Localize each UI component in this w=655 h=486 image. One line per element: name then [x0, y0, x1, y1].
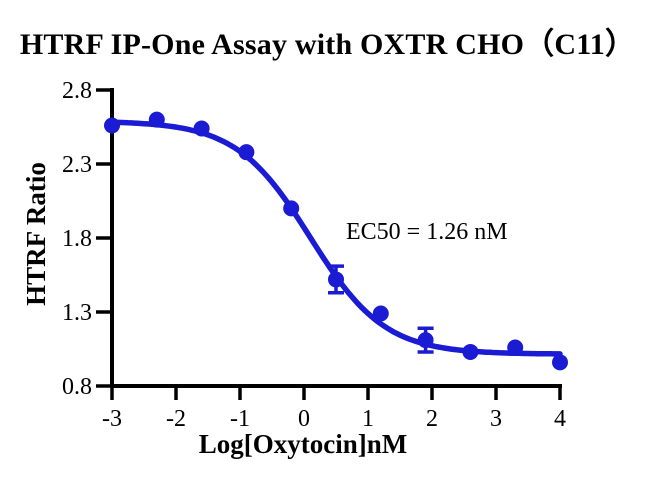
- data-point: [104, 117, 120, 134]
- y-tick-label: 0.8: [62, 374, 92, 400]
- data-point: [507, 339, 524, 356]
- data-point: [193, 120, 210, 137]
- data-point: [552, 354, 568, 371]
- data-point: [372, 305, 389, 322]
- y-tick-label: 2.8: [62, 78, 92, 104]
- data-point: [328, 271, 344, 288]
- x-axis-label: Log[Oxytocin]nM: [198, 429, 408, 459]
- x-tick-label: -2: [166, 406, 186, 432]
- axes: [110, 88, 562, 388]
- data-point: [238, 144, 255, 161]
- y-tick-label: 2.3: [62, 152, 92, 178]
- x-tick-label: -1: [230, 406, 250, 432]
- chart-title: HTRF IP-One Assay with OXTR CHO（C11）: [19, 28, 636, 61]
- x-tick-label: 4: [554, 406, 566, 432]
- y-tick-label: 1.8: [62, 226, 92, 252]
- x-tick-label: 1: [362, 406, 374, 432]
- y-tick-label: 1.3: [62, 300, 92, 326]
- x-tick-label: 2: [426, 406, 438, 432]
- ec50-annotation: EC50 = 1.26 nM: [346, 219, 508, 245]
- x-tick-label: 3: [490, 406, 502, 432]
- x-tick-label: 0: [298, 406, 310, 432]
- x-tick-label: -3: [102, 406, 122, 432]
- y-axis-label: HTRF Ratio: [21, 162, 51, 306]
- data-point: [462, 343, 479, 360]
- data-point: [283, 200, 300, 217]
- data-point: [417, 332, 434, 349]
- data-point: [148, 111, 165, 128]
